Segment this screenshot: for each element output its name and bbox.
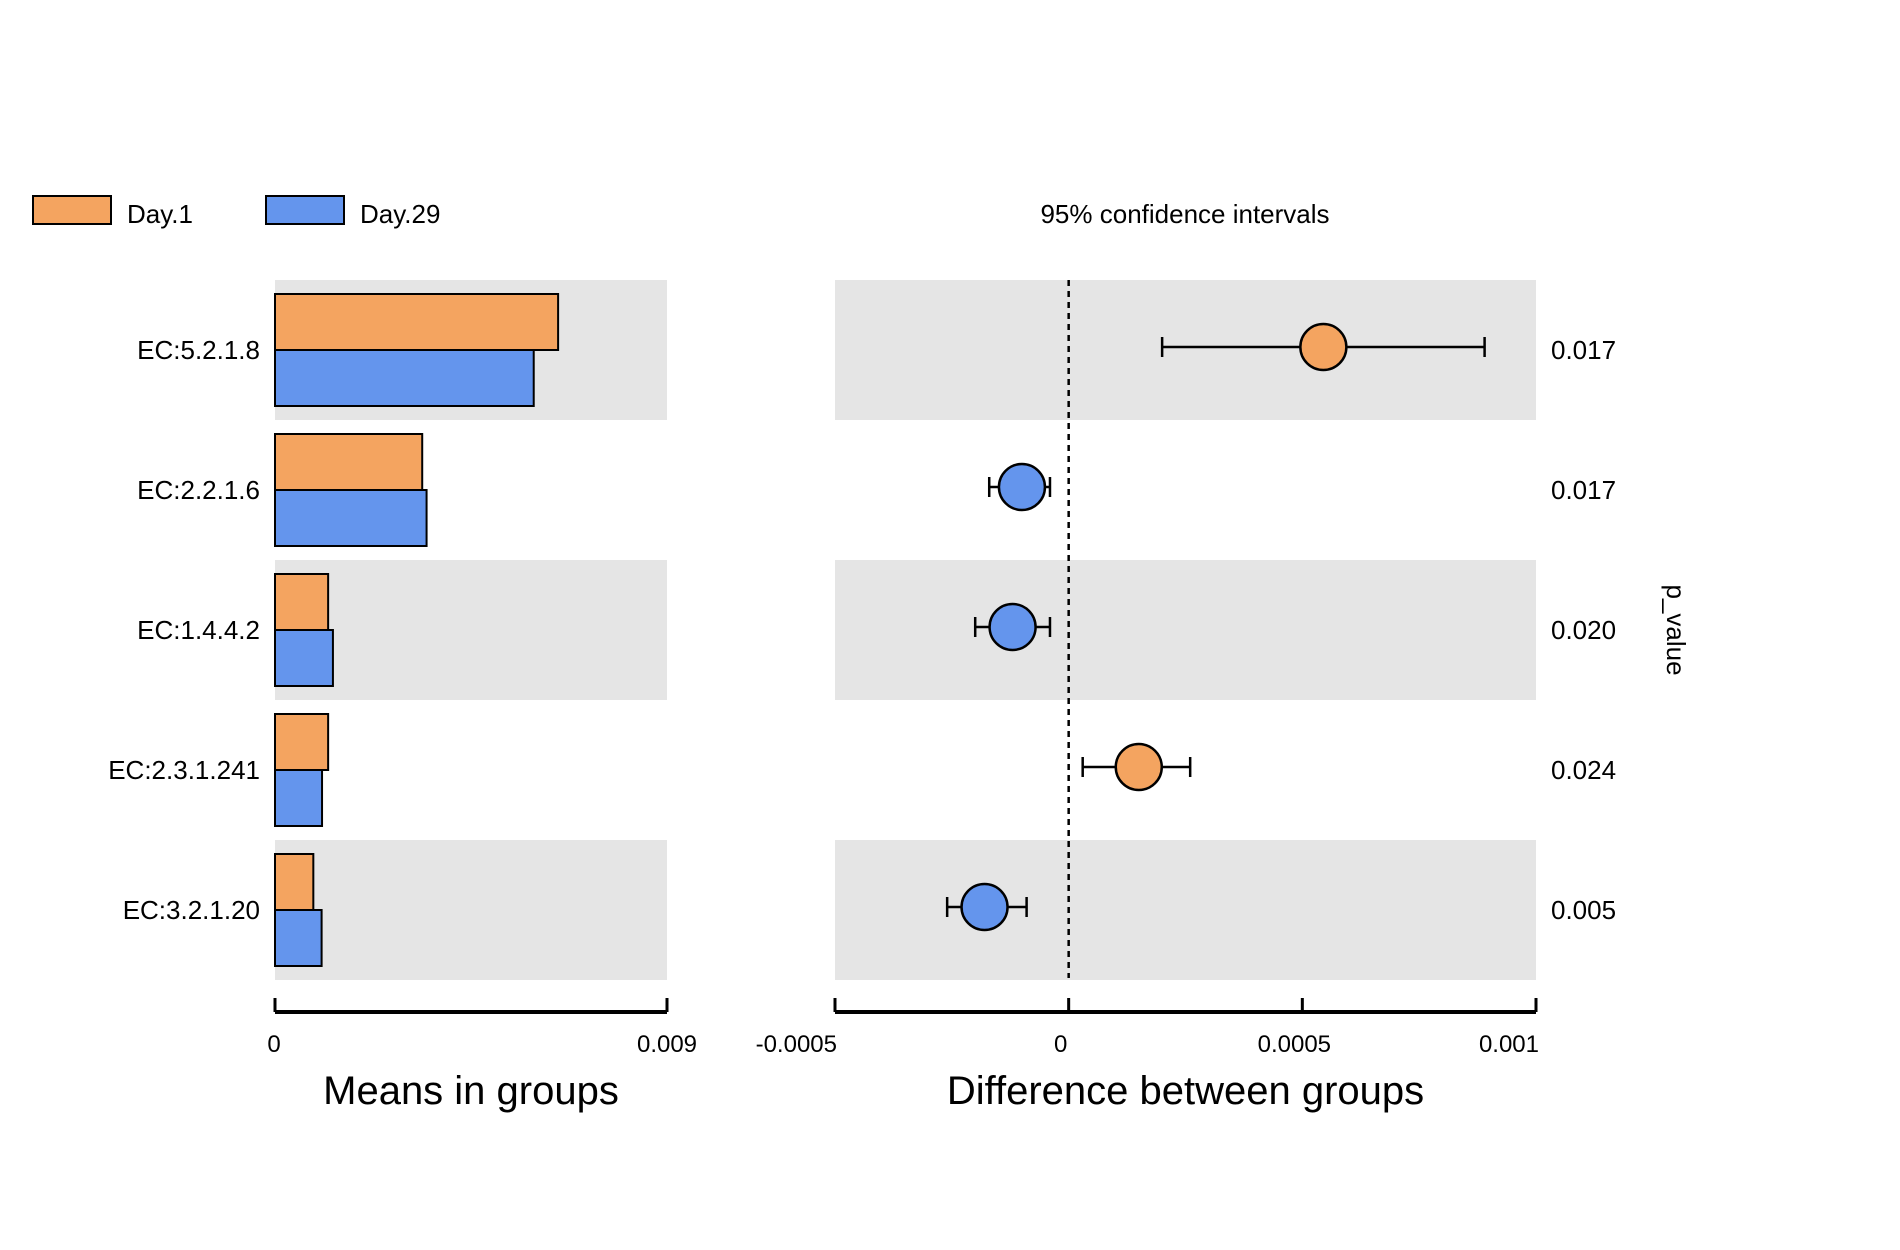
difference-point [960,882,1009,932]
legend-label: Day.29 [360,199,440,229]
x-tick-label: 0.009 [637,1031,697,1058]
chart-subtitle: 95% confidence intervals [1040,199,1329,229]
p-value-label: 0.020 [1551,615,1616,645]
bar-day1 [274,853,315,911]
legend-label: Day.1 [127,199,193,229]
x-axis-title-left: Means in groups [323,1069,619,1113]
p-value-axis-title: p_value [1661,584,1691,675]
category-label: EC:2.2.1.6 [137,475,260,505]
difference-point [997,462,1047,512]
row-band-right [835,840,1536,980]
bar-day1 [274,433,424,491]
x-tick-label: 0 [1054,1031,1067,1058]
legend-swatch [265,195,345,225]
row-band-left [275,840,667,980]
difference-point [988,602,1037,652]
p-value-label: 0.017 [1551,475,1616,505]
p-value-label: 0.024 [1551,755,1616,785]
bar-day1 [274,293,560,351]
difference-point [1299,322,1348,372]
x-tick-label: 0 [267,1031,280,1058]
p-value-label: 0.005 [1551,895,1616,925]
row-band-right [835,560,1536,700]
bar-day29 [274,769,324,827]
bar-day29 [274,489,428,547]
row-band-left [275,560,667,700]
p-value-label: 0.017 [1551,335,1616,365]
x-tick-label: 0.0005 [1258,1031,1331,1058]
category-label: EC:3.2.1.20 [123,895,260,925]
x-tick-label: 0.001 [1479,1031,1539,1058]
category-label: EC:5.2.1.8 [137,335,260,365]
x-axis-title-right: Difference between groups [947,1069,1424,1113]
bar-day29 [274,909,323,967]
bar-day29 [274,349,535,407]
x-tick-label: -0.0005 [756,1031,837,1058]
category-label: EC:1.4.4.2 [137,615,260,645]
bar-day1 [274,713,330,771]
bar-day1 [274,573,330,631]
legend-swatch [32,195,112,225]
category-label: EC:2.3.1.241 [108,755,260,785]
row-band-right [835,280,1536,420]
bar-day29 [274,629,334,687]
difference-point [1114,742,1164,792]
